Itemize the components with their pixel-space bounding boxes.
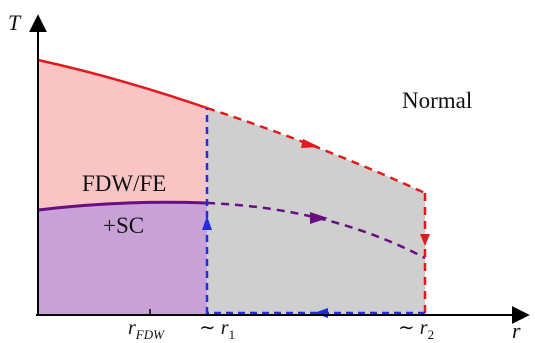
red-arrow-on-normal-line xyxy=(301,139,320,148)
normal-boundary-dashed-line xyxy=(206,106,426,195)
normal-region-label: Normal xyxy=(402,88,472,113)
hysteresis-region xyxy=(207,108,425,314)
y-axis-label: T xyxy=(8,10,22,35)
x-axis-label: r xyxy=(512,318,521,343)
purple-arrow-on-sc-line xyxy=(310,212,328,224)
sc-coexistence-region xyxy=(38,202,207,314)
sc-boundary-line xyxy=(37,200,208,212)
blue-arrow-up xyxy=(202,216,212,230)
red-arrow-on-vertical-line xyxy=(420,234,430,246)
tick-label-r1: ∼ r1 xyxy=(199,317,235,342)
tick-label-r-fdw: rFDW xyxy=(128,317,165,342)
tick-label-r2: ∼ r2 xyxy=(398,317,434,342)
sc-region-label: +SC xyxy=(103,213,144,238)
fdw-fe-region xyxy=(38,60,207,210)
normal-boundary-line xyxy=(37,58,208,110)
fdw-region-label: FDW/FE xyxy=(82,171,166,196)
